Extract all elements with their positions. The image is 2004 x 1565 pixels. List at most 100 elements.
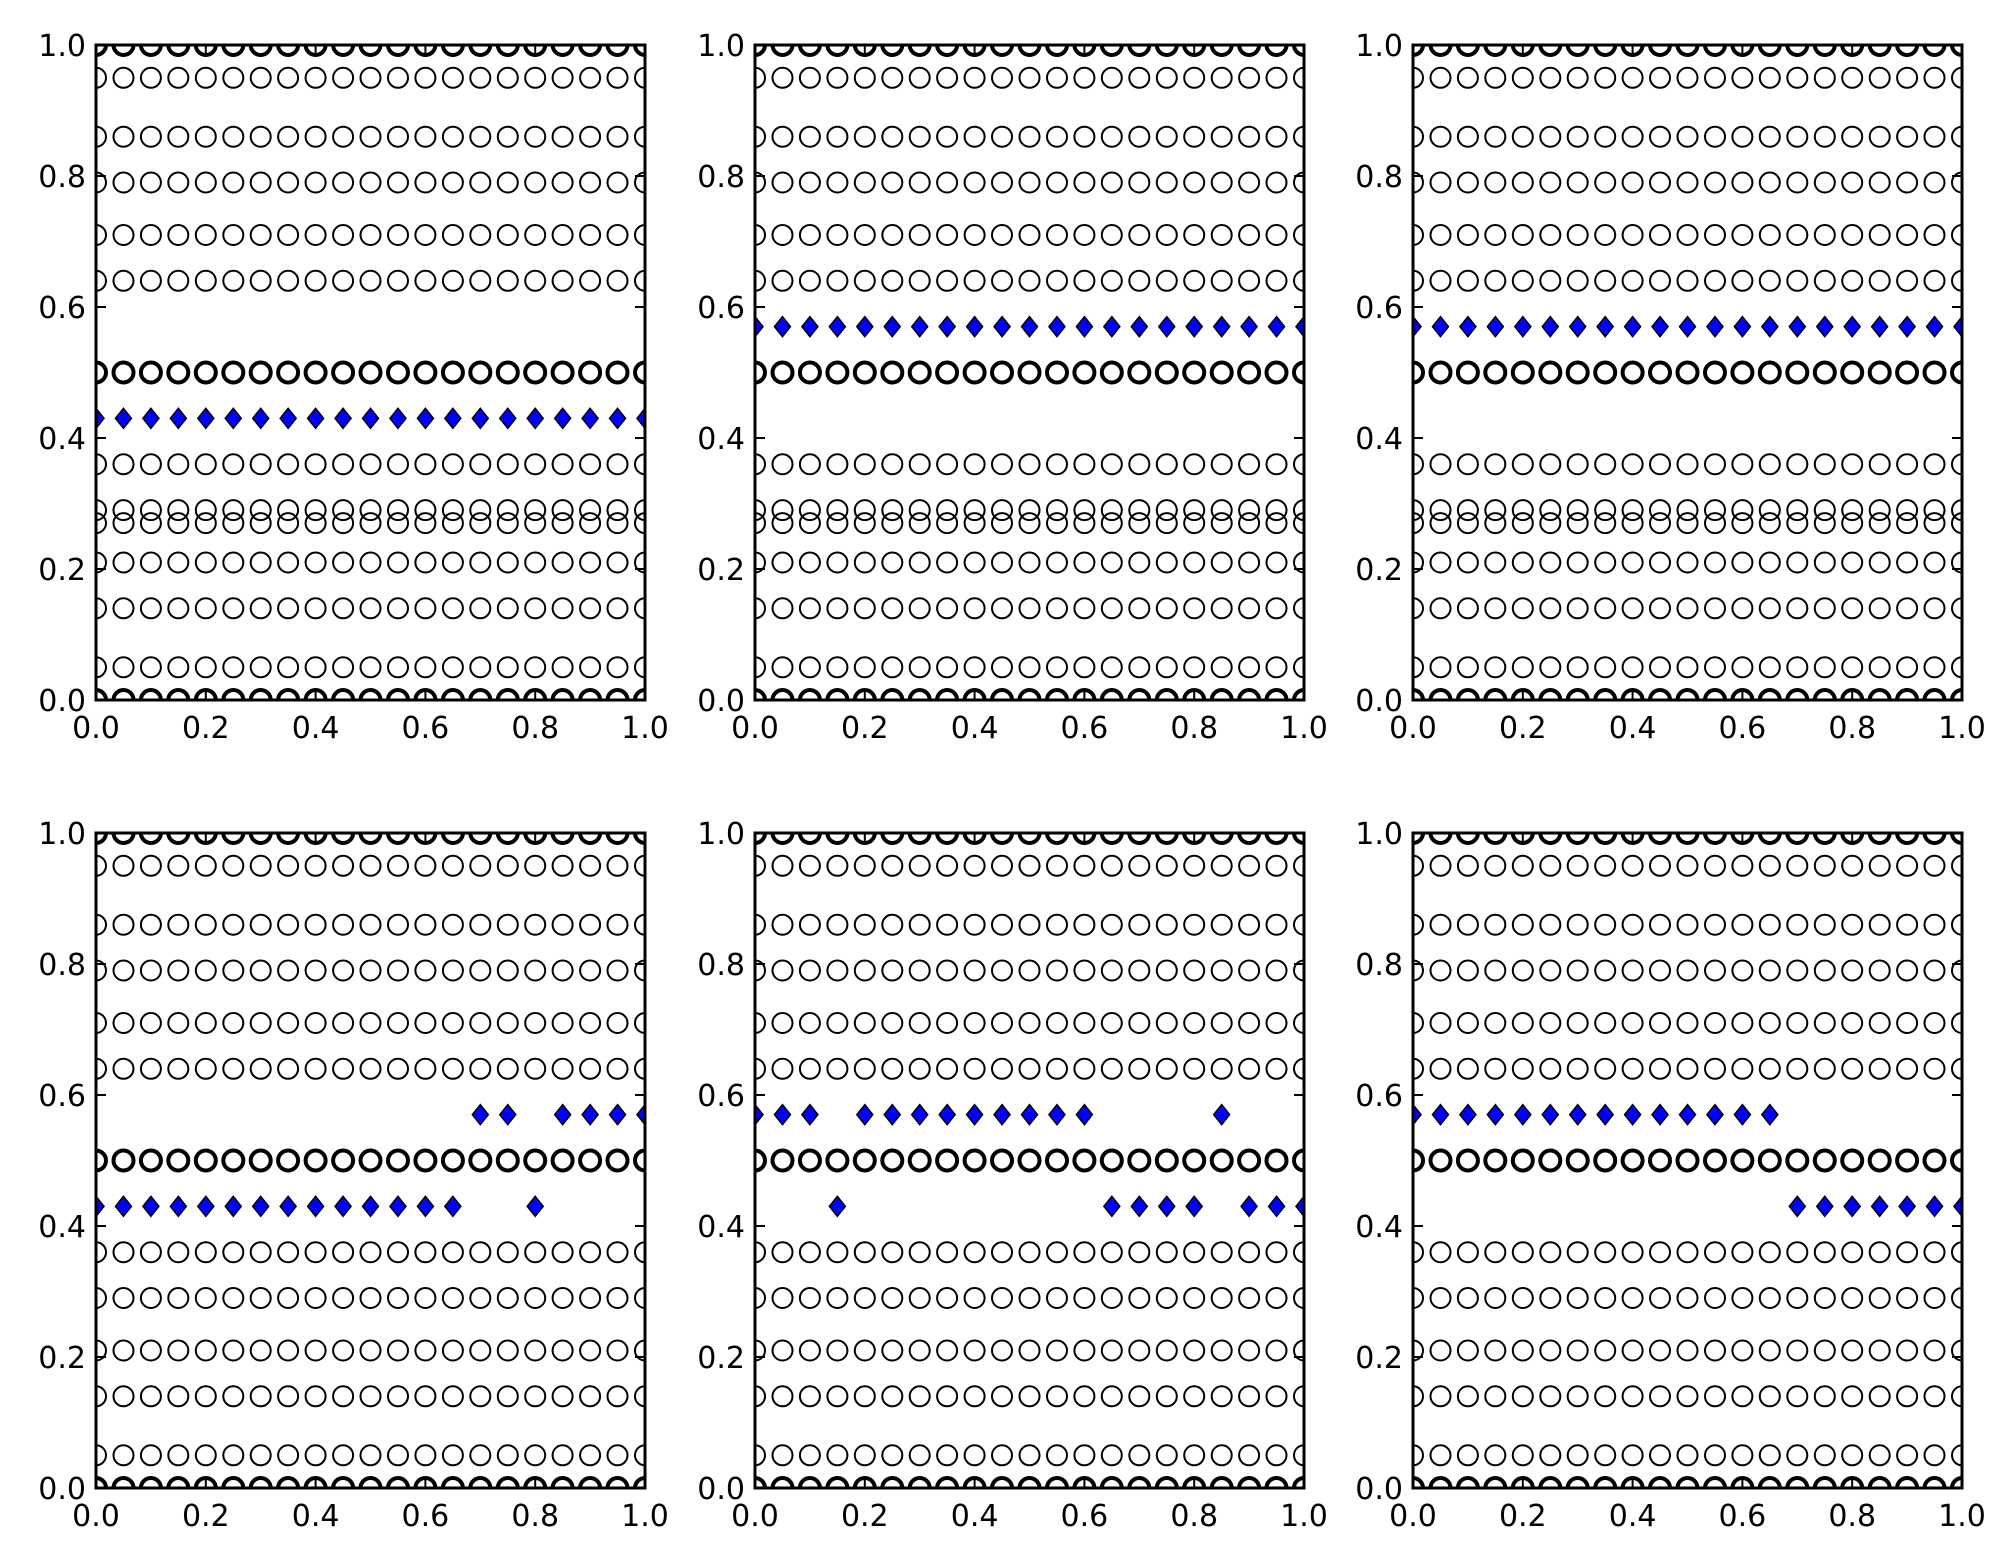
circle-point — [634, 224, 645, 246]
y-tick-label: 0.4 — [1355, 422, 1403, 457]
circle-point — [1456, 1057, 1479, 1080]
circle-point — [1539, 125, 1562, 148]
circle-point — [634, 1339, 645, 1362]
circle-point — [1594, 1444, 1617, 1467]
circle-point — [222, 597, 245, 620]
circle-point — [222, 551, 245, 574]
circle-point — [1922, 688, 1947, 700]
circle-point — [1238, 1057, 1261, 1080]
circle-point — [1813, 1241, 1836, 1264]
circle-point — [96, 66, 107, 89]
circle-point — [1731, 66, 1754, 89]
circle-point — [551, 959, 574, 982]
circle-point — [1100, 913, 1123, 936]
circle-point — [358, 45, 383, 57]
circle-point — [1594, 854, 1617, 877]
circle-point — [1100, 512, 1123, 535]
circle-point — [1951, 1444, 1962, 1467]
circle-point — [798, 597, 821, 620]
circle-point — [853, 453, 876, 476]
circle-point — [1758, 1057, 1781, 1080]
circle-point — [1018, 1385, 1041, 1408]
circle-point — [963, 269, 986, 292]
circle-point — [469, 512, 492, 535]
circle-point — [441, 512, 464, 535]
circle-point — [194, 125, 217, 148]
circle-point — [1238, 1385, 1261, 1408]
circle-point — [853, 1339, 876, 1362]
circle-point — [935, 1476, 960, 1488]
circle-point — [359, 551, 382, 574]
circle-point — [359, 1287, 382, 1309]
circle-point — [606, 1339, 629, 1362]
circle-point — [990, 1476, 1014, 1488]
circle-point — [1210, 269, 1233, 292]
circle-point — [963, 453, 986, 476]
circle-point — [1127, 360, 1152, 385]
circle-point — [139, 125, 162, 148]
x-tick-label: 0.6 — [1719, 1499, 1767, 1534]
circle-point — [332, 913, 355, 936]
circle-point — [1923, 1444, 1946, 1467]
x-tick-label: 0.2 — [1499, 711, 1547, 746]
circle-point — [881, 597, 904, 620]
circle-point — [1758, 1385, 1781, 1408]
circle-point — [936, 171, 959, 194]
circle-point — [1621, 269, 1644, 292]
circle-point — [1758, 269, 1781, 292]
circle-point — [1484, 551, 1507, 574]
diamond-point — [388, 1195, 407, 1218]
circle-point — [1841, 1339, 1864, 1362]
circle-point — [1813, 1057, 1836, 1080]
circle-point — [991, 1012, 1013, 1034]
circle-point — [1483, 360, 1508, 385]
circle-point — [908, 499, 931, 522]
circle-point — [1073, 597, 1096, 620]
circle-point — [1046, 854, 1068, 877]
circle-point — [1923, 1339, 1946, 1362]
axes-frame — [1411, 43, 1964, 702]
circle-point — [1183, 1385, 1206, 1408]
circle-point — [277, 1339, 300, 1362]
circle-point — [881, 224, 904, 246]
diamond-point — [965, 315, 984, 338]
circle-point — [1155, 854, 1178, 877]
circle-point — [1128, 1241, 1151, 1264]
circle-point — [1731, 1057, 1754, 1080]
circle-point — [1841, 1057, 1864, 1080]
circle-point — [1841, 551, 1864, 574]
circle-point — [1238, 66, 1261, 89]
circle-point — [469, 1339, 492, 1362]
circle-point — [112, 1241, 135, 1264]
circle-point — [1730, 1148, 1755, 1173]
circle-point — [277, 171, 300, 194]
diamond-point — [1413, 1103, 1422, 1126]
circle-point — [414, 1385, 437, 1408]
circle-point — [1155, 1241, 1178, 1264]
circle-point — [1868, 597, 1891, 620]
circle-point — [1483, 688, 1508, 700]
diamond-point — [1130, 315, 1149, 338]
circle-point — [1484, 959, 1507, 982]
circle-point — [358, 360, 383, 385]
circle-point — [634, 1287, 645, 1309]
circle-point — [963, 913, 986, 936]
circle-point — [1483, 1476, 1508, 1488]
circle-point — [496, 1385, 519, 1408]
diamond-point — [471, 407, 490, 430]
circle-point — [167, 551, 190, 574]
circle-point — [1785, 360, 1810, 385]
circle-point — [194, 453, 217, 476]
diamond-point — [1047, 1103, 1066, 1126]
circle-point — [1046, 125, 1068, 148]
circle-point — [881, 913, 904, 936]
circle-point — [1413, 551, 1424, 574]
circle-point — [755, 656, 766, 679]
circle-point — [1210, 512, 1233, 535]
circle-point — [881, 1444, 904, 1467]
circle-point — [332, 1012, 355, 1034]
circle-point — [1429, 512, 1452, 535]
diamond-point — [1925, 1195, 1944, 1218]
circle-point — [387, 854, 409, 877]
diamond-point — [855, 315, 874, 338]
